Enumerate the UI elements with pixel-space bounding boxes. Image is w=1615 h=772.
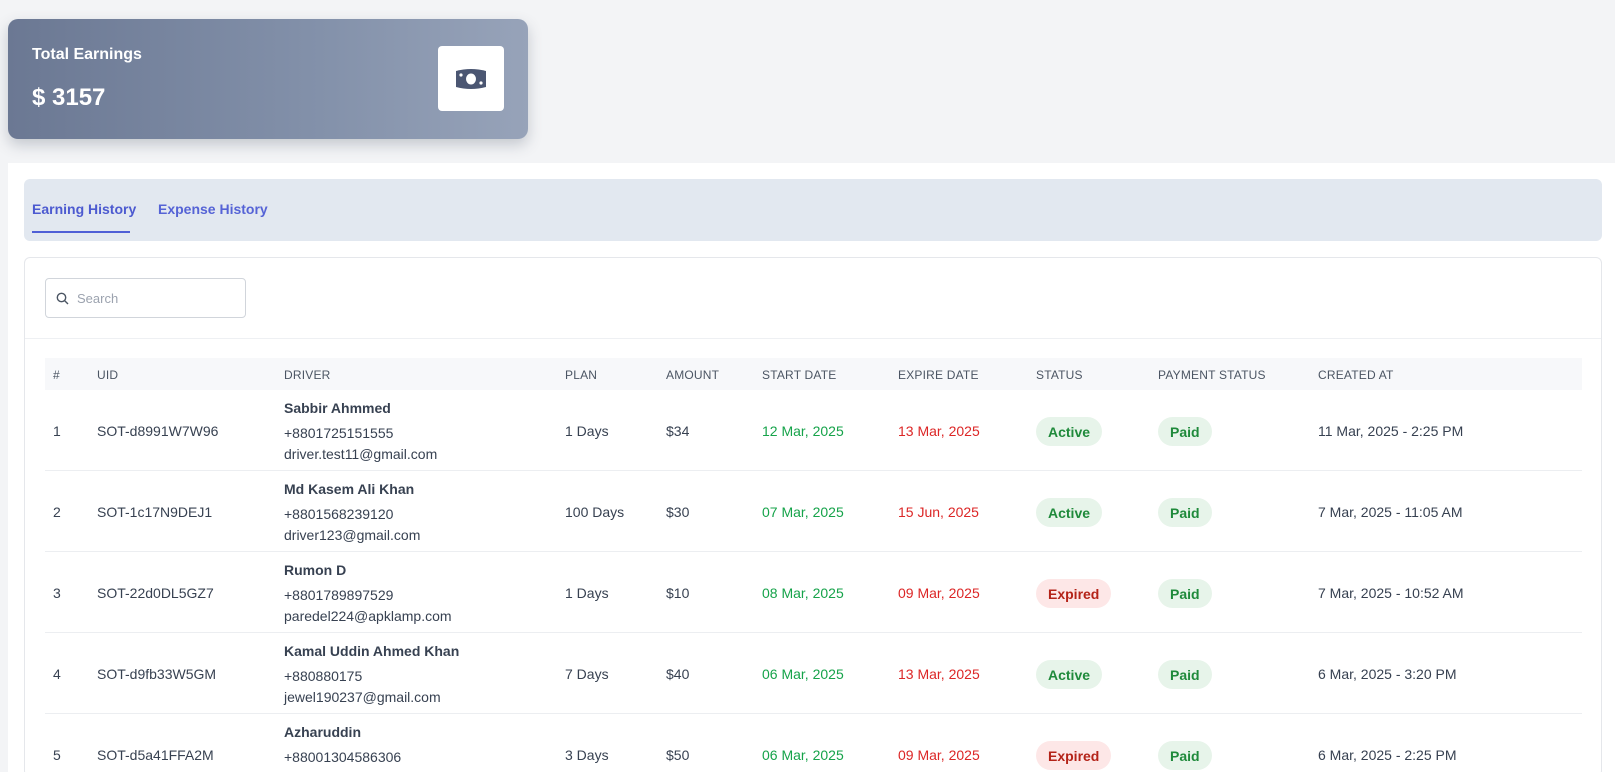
row-uid: SOT-d5a41FFA2M — [97, 747, 214, 763]
driver-phone: +88001304586306 — [284, 749, 402, 765]
row-number: 3 — [53, 585, 61, 601]
total-earnings-value: $ 3157 — [32, 84, 106, 111]
row-plan: 1 Days — [565, 585, 609, 601]
header-amount: AMOUNT — [666, 368, 720, 382]
table-row[interactable]: 5 SOT-d5a41FFA2M Azharuddin +88001304586… — [45, 714, 1582, 772]
status-badge: Active — [1036, 660, 1103, 689]
money-bill-icon — [456, 68, 486, 89]
row-uid: SOT-22d0DL5GZ7 — [97, 585, 214, 601]
row-expire-date: 09 Mar, 2025 — [898, 747, 980, 763]
header-driver: DRIVER — [284, 368, 331, 382]
search-input[interactable] — [77, 290, 237, 306]
row-number: 1 — [53, 423, 61, 439]
row-created-at: 7 Mar, 2025 - 11:05 AM — [1318, 504, 1463, 520]
search-box[interactable] — [45, 278, 246, 318]
driver-phone: +880880175 — [284, 668, 363, 684]
row-plan: 3 Days — [565, 747, 609, 763]
status-badge: Expired — [1036, 579, 1112, 608]
row-start-date: 06 Mar, 2025 — [762, 747, 844, 763]
row-expire-date: 13 Mar, 2025 — [898, 423, 980, 439]
row-plan: 100 Days — [565, 504, 625, 520]
total-earnings-card: Total Earnings $ 3157 — [8, 19, 528, 139]
row-uid: SOT-d8991W7W96 — [97, 423, 219, 439]
header-start-date: START DATE — [762, 368, 837, 382]
row-start-date: 08 Mar, 2025 — [762, 585, 844, 601]
active-tab-indicator — [32, 231, 130, 233]
row-plan: 1 Days — [565, 423, 609, 439]
row-expire-date: 15 Jun, 2025 — [898, 504, 979, 520]
driver-name: Azharuddin — [284, 724, 361, 740]
row-amount: $40 — [666, 666, 690, 682]
earning-history-card: # UID DRIVER PLAN AMOUNT START DATE EXPI… — [24, 257, 1602, 772]
tab-expense-history[interactable]: Expense History — [158, 201, 268, 217]
driver-name: Sabbir Ahmmed — [284, 400, 391, 416]
tab-earning-history[interactable]: Earning History — [32, 201, 137, 217]
row-created-at: 7 Mar, 2025 - 10:52 AM — [1318, 585, 1464, 601]
row-amount: $30 — [666, 504, 690, 520]
driver-phone: +8801568239120 — [284, 506, 394, 522]
payment-status-badge: Paid — [1158, 498, 1212, 527]
driver-name: Kamal Uddin Ahmed Khan — [284, 643, 460, 659]
driver-email: driver.test11@gmail.com — [284, 446, 438, 462]
table-row[interactable]: 2 SOT-1c17N9DEJ1 Md Kasem Ali Khan +8801… — [45, 471, 1582, 552]
row-number: 5 — [53, 747, 61, 763]
driver-email: driver123@gmail.com — [284, 527, 421, 543]
table-header: # UID DRIVER PLAN AMOUNT START DATE EXPI… — [45, 358, 1582, 390]
payment-status-badge: Paid — [1158, 660, 1212, 689]
header-created-at: CREATED AT — [1318, 368, 1394, 382]
row-created-at: 6 Mar, 2025 - 3:20 PM — [1318, 666, 1457, 682]
status-badge: Active — [1036, 498, 1103, 527]
row-created-at: 6 Mar, 2025 - 2:25 PM — [1318, 747, 1457, 763]
row-start-date: 07 Mar, 2025 — [762, 504, 844, 520]
header-uid: UID — [97, 368, 119, 382]
payment-status-badge: Paid — [1158, 579, 1212, 608]
driver-name: Rumon D — [284, 562, 347, 578]
tabs-bar: Earning History Expense History — [24, 179, 1602, 241]
total-earnings-title: Total Earnings — [32, 46, 142, 63]
header-expire-date: EXPIRE DATE — [898, 368, 979, 382]
status-badge: Active — [1036, 417, 1103, 446]
driver-email: paredel224@apklamp.com — [284, 608, 452, 624]
status-badge: Expired — [1036, 741, 1112, 770]
row-amount: $50 — [666, 747, 690, 763]
driver-name: Md Kasem Ali Khan — [284, 481, 415, 497]
row-start-date: 12 Mar, 2025 — [762, 423, 844, 439]
header-payment-status: PAYMENT STATUS — [1158, 368, 1266, 382]
table-row[interactable]: 4 SOT-d9fb33W5GM Kamal Uddin Ahmed Khan … — [45, 633, 1582, 714]
row-number: 4 — [53, 666, 61, 682]
search-icon — [56, 292, 69, 304]
row-amount: $34 — [666, 423, 690, 439]
header-number: # — [53, 368, 60, 382]
row-created-at: 11 Mar, 2025 - 2:25 PM — [1318, 423, 1464, 439]
header-status: STATUS — [1036, 368, 1083, 382]
driver-phone: +8801789897529 — [284, 587, 394, 603]
row-number: 2 — [53, 504, 61, 520]
header-plan: PLAN — [565, 368, 598, 382]
table-row[interactable]: 1 SOT-d8991W7W96 Sabbir Ahmmed +88017251… — [45, 390, 1582, 471]
payment-status-badge: Paid — [1158, 741, 1212, 770]
payment-status-badge: Paid — [1158, 417, 1212, 446]
row-uid: SOT-d9fb33W5GM — [97, 666, 217, 682]
row-plan: 7 Days — [565, 666, 609, 682]
divider — [25, 338, 1601, 339]
table-row[interactable]: 3 SOT-22d0DL5GZ7 Rumon D +8801789897529 … — [45, 552, 1582, 633]
row-expire-date: 13 Mar, 2025 — [898, 666, 980, 682]
row-start-date: 06 Mar, 2025 — [762, 666, 844, 682]
history-panel: Earning History Expense History # UID DR… — [8, 163, 1615, 772]
driver-email: jewel190237@gmail.com — [284, 689, 441, 705]
row-amount: $10 — [666, 585, 690, 601]
row-uid: SOT-1c17N9DEJ1 — [97, 504, 213, 520]
money-bill-icon-box — [438, 46, 504, 111]
driver-phone: +8801725151555 — [284, 425, 394, 441]
row-expire-date: 09 Mar, 2025 — [898, 585, 980, 601]
